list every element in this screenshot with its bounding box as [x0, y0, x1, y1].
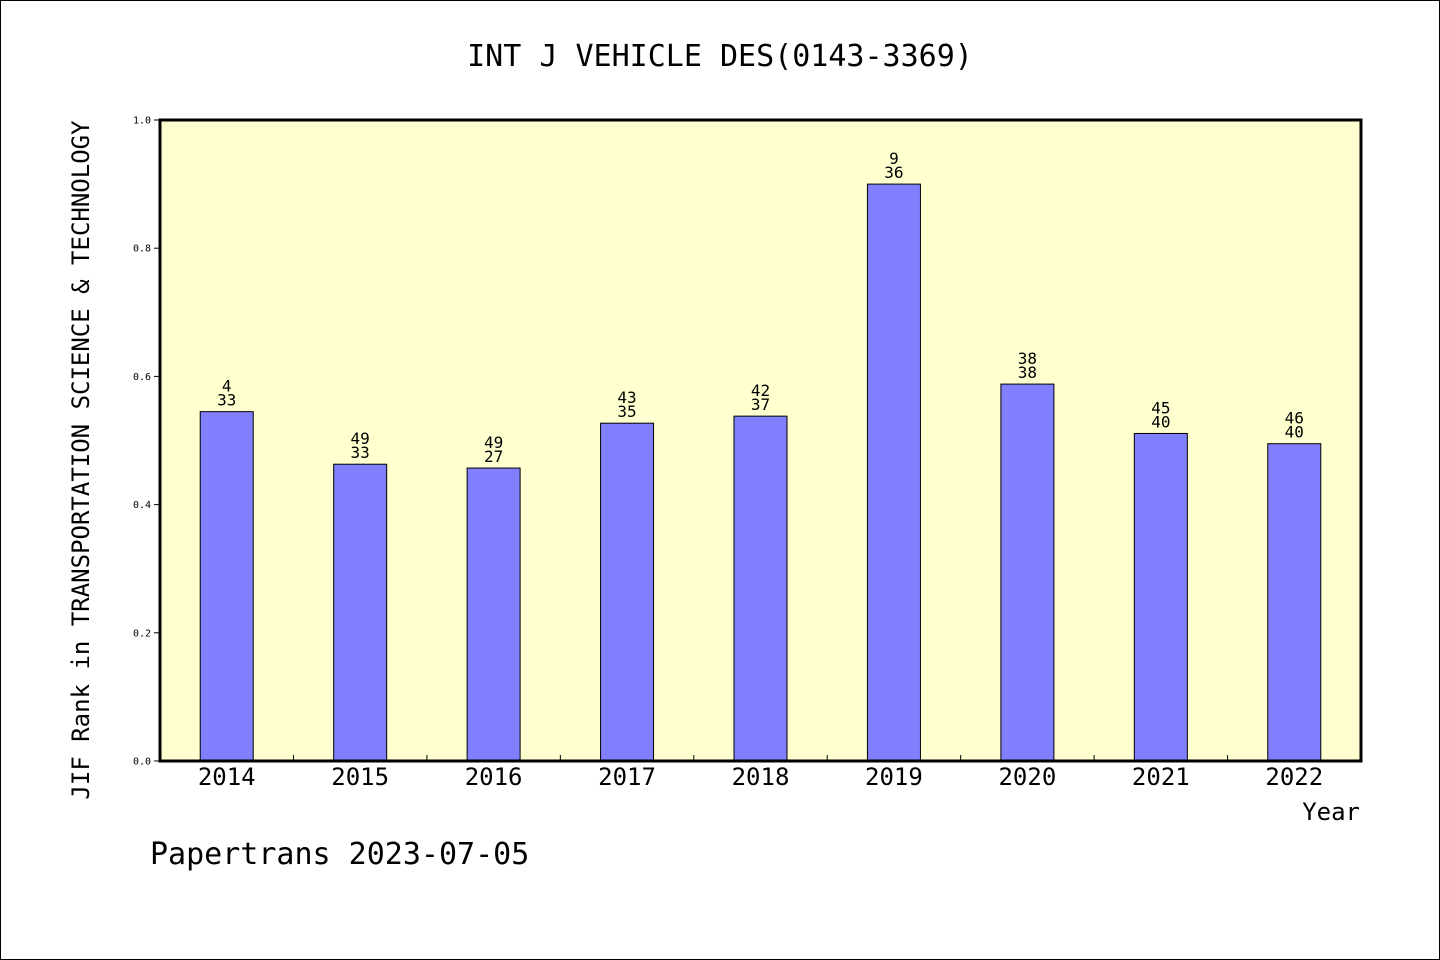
x-tick-label: 2016	[465, 763, 523, 791]
bar-rank-label: 43	[617, 388, 636, 407]
bar-rank-label: 46	[1285, 409, 1304, 428]
bar-total-label: 38	[1018, 363, 1037, 382]
bar-2019	[866, 183, 921, 762]
bar-2015	[333, 463, 388, 762]
bar-2017	[600, 422, 655, 762]
bar-2016	[466, 467, 521, 762]
bar-total-label: 40	[1151, 412, 1170, 431]
bar-rank-label: 45	[1151, 398, 1170, 417]
bar-2022	[1267, 443, 1322, 762]
x-tick-label: 2015	[331, 763, 389, 791]
bar-rank-label: 4	[222, 377, 232, 396]
x-tick-label: 2019	[865, 763, 923, 791]
y-tick-label: 0.8	[133, 244, 151, 255]
y-tick-label: 1.0	[133, 116, 151, 127]
bar-total-label: 35	[617, 402, 636, 421]
x-tick-label: 2014	[198, 763, 256, 791]
bar-total-label: 36	[884, 163, 903, 182]
bar-rank-label: 49	[484, 433, 503, 452]
y-tick-label: 0.2	[133, 628, 151, 639]
bar-total-label: 33	[217, 391, 236, 410]
y-tick-label: 0.4	[133, 500, 151, 511]
x-tick-label: 2020	[998, 763, 1056, 791]
bar-2014	[199, 411, 254, 762]
bar-total-label: 40	[1285, 423, 1304, 442]
bar-rank-label: 49	[351, 429, 370, 448]
y-tick-label: 0.0	[133, 757, 151, 768]
x-tick-label: 2017	[598, 763, 656, 791]
x-tick-label: 2018	[732, 763, 790, 791]
bar-2021	[1133, 432, 1188, 762]
y-axis-label: JIF Rank in TRANSPORTATION SCIENCE & TEC…	[67, 120, 95, 800]
bar-total-label: 33	[351, 443, 370, 462]
chart-title: INT J VEHICLE DES(0143-3369)	[467, 39, 973, 74]
bar-total-label: 27	[484, 447, 503, 466]
x-tick-label: 2021	[1132, 763, 1190, 791]
y-tick-label: 0.6	[133, 372, 151, 383]
x-tick-label: 2022	[1265, 763, 1323, 791]
footer-credit: Papertrans 2023-07-05	[150, 837, 529, 872]
plot-border	[158, 118, 1363, 763]
bar-rank-label: 38	[1018, 349, 1037, 368]
bar-2020	[1000, 383, 1055, 762]
bar-rank-label: 42	[751, 381, 770, 400]
bar-rank-label: 9	[889, 149, 899, 168]
x-axis-label: Year	[1302, 798, 1360, 826]
bar-2018	[733, 415, 788, 762]
bar-total-label: 37	[751, 395, 770, 414]
